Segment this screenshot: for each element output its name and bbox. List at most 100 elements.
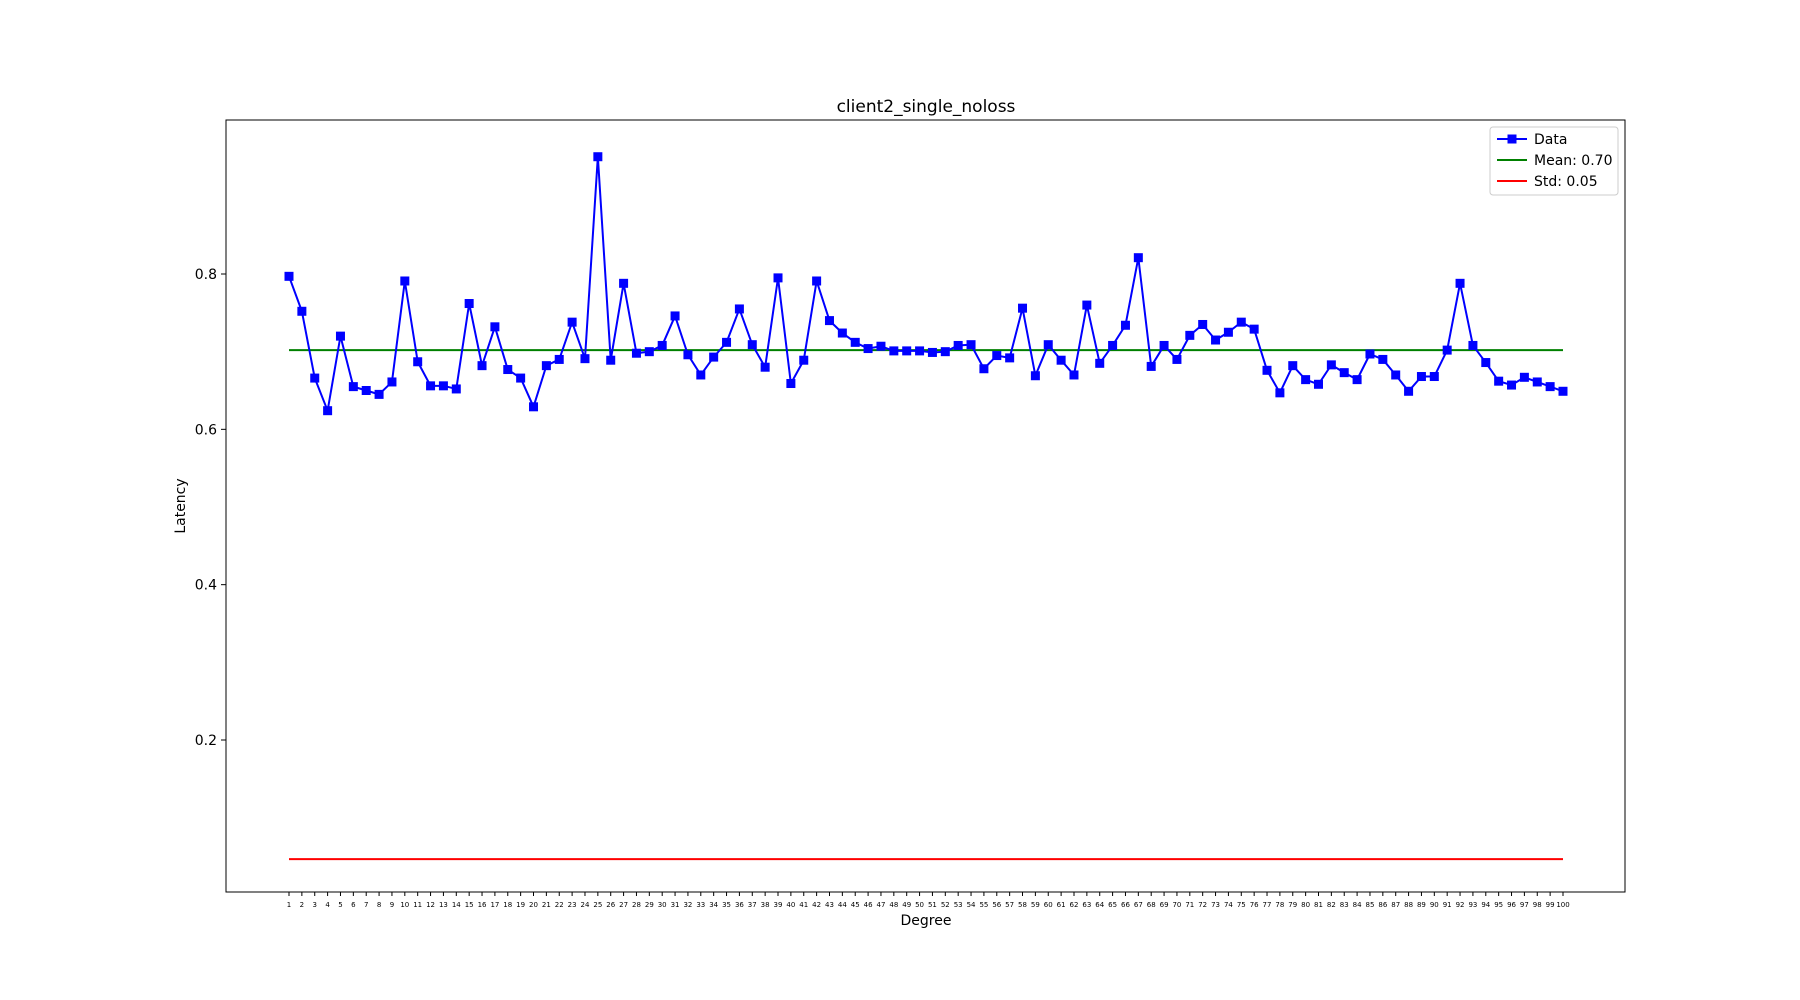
legend-box: [1489, 126, 1619, 196]
data-point: [1519, 372, 1529, 382]
data-point: [1095, 358, 1105, 368]
data-point: [1262, 365, 1272, 375]
x-tick-label: 44: [838, 901, 847, 909]
x-tick-label: 79: [1288, 901, 1297, 909]
x-tick-label: 16: [478, 901, 487, 909]
data-point: [1159, 340, 1169, 350]
x-tick-label: 64: [1095, 901, 1104, 909]
x-tick-label: 69: [1160, 901, 1169, 909]
data-point: [1545, 382, 1555, 392]
x-axis-label: Degree: [901, 913, 952, 929]
x-tick-label: 39: [774, 901, 783, 909]
data-point: [1198, 319, 1208, 329]
x-tick-label: 37: [748, 901, 757, 909]
x-tick-label: 91: [1443, 901, 1452, 909]
x-tick-label: 96: [1507, 901, 1516, 909]
x-tick-label: 81: [1314, 901, 1323, 909]
x-tick-label: 65: [1108, 901, 1117, 909]
data-point: [387, 377, 397, 387]
x-axis: 1 2 3 4 5 6 7 8 9 10 11 12 13 14 15 16 17 18 19 20 21 22 23 24 2…: [287, 892, 1570, 909]
x-tick-label: 6: [351, 901, 356, 909]
data-point: [1133, 253, 1143, 263]
x-tick-label: 50: [915, 901, 924, 909]
data-point: [348, 382, 358, 392]
x-tick-label: 68: [1147, 901, 1156, 909]
data-point: [335, 331, 345, 341]
data-point: [1108, 340, 1118, 350]
plot-frame: [225, 119, 1626, 893]
data-point: [541, 361, 551, 371]
data-point: [657, 340, 667, 350]
x-tick-label: 78: [1275, 901, 1284, 909]
data-point: [631, 348, 641, 358]
x-tick-label: 38: [761, 901, 770, 909]
x-tick-label: 84: [1353, 901, 1362, 909]
data-point: [400, 276, 410, 286]
legend: Data Mean: 0.70 Std: 0.05: [1489, 126, 1619, 196]
x-tick-label: 13: [439, 901, 448, 909]
data-point: [1416, 372, 1426, 382]
x-tick-label: 1: [287, 901, 291, 909]
x-tick-label: 14: [452, 901, 461, 909]
data-point: [670, 311, 680, 321]
x-tick-label: 33: [696, 901, 705, 909]
x-tick-label: 30: [658, 901, 667, 909]
data-point: [902, 346, 912, 356]
x-tick-label: 63: [1082, 901, 1091, 909]
x-tick-label: 97: [1520, 901, 1529, 909]
data-point: [927, 347, 937, 357]
data-point: [747, 340, 757, 350]
data-point: [979, 364, 989, 374]
data-point: [940, 347, 950, 357]
data-point: [1301, 375, 1311, 385]
y-tick-label: 0.6: [195, 422, 217, 438]
data-point: [1468, 340, 1478, 350]
x-tick-label: 11: [413, 901, 422, 909]
data-point: [297, 306, 307, 316]
x-tick-label: 51: [928, 901, 937, 909]
x-tick-label: 34: [709, 901, 718, 909]
data-point: [361, 386, 371, 395]
data-point: [1275, 388, 1285, 398]
data-point: [554, 354, 564, 364]
x-tick-label: 21: [542, 901, 551, 909]
x-tick-label: 46: [864, 901, 873, 909]
x-tick-label: 66: [1121, 901, 1130, 909]
data-point: [722, 337, 732, 347]
data-point: [876, 341, 886, 351]
x-tick-label: 59: [1031, 901, 1040, 909]
x-tick-label: 75: [1237, 901, 1246, 909]
x-tick-label: 26: [606, 901, 615, 909]
x-tick-label: 5: [338, 901, 342, 909]
data-point: [915, 346, 925, 356]
x-tick-label: 82: [1327, 901, 1336, 909]
data-point: [683, 350, 693, 360]
data-point: [1030, 371, 1040, 381]
x-tick-label: 35: [722, 901, 731, 909]
x-tick-label: 74: [1224, 901, 1233, 909]
x-tick-label: 17: [490, 901, 499, 909]
x-tick-label: 72: [1198, 901, 1207, 909]
data-point: [619, 278, 629, 288]
x-tick-label: 45: [851, 901, 860, 909]
data-point: [850, 337, 860, 347]
data-point: [812, 276, 822, 286]
x-tick-label: 90: [1430, 901, 1439, 909]
data-series-line: [288, 155, 1564, 412]
x-tick-label: 9: [390, 901, 394, 909]
legend-label: Data: [1534, 132, 1567, 148]
x-tick-label: 29: [645, 901, 654, 909]
data-point: [709, 352, 719, 362]
data-point: [374, 389, 384, 399]
y-tick-label: 0.8: [195, 267, 217, 283]
data-point: [760, 362, 770, 372]
x-tick-label: 95: [1494, 901, 1503, 909]
x-tick-label: 12: [426, 901, 435, 909]
data-point: [1442, 345, 1452, 355]
data-point: [1404, 386, 1414, 396]
data-point: [1494, 376, 1504, 386]
data-point: [837, 328, 847, 338]
data-point: [1352, 375, 1362, 385]
x-tick-label: 87: [1391, 901, 1400, 909]
x-tick-label: 10: [400, 901, 409, 909]
